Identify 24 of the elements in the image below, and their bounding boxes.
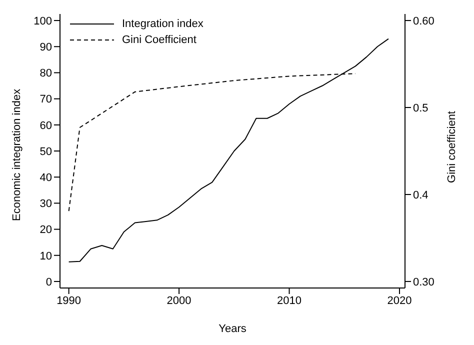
y-tick-label: 10: [40, 250, 52, 262]
y-tick-label: 100: [34, 15, 52, 28]
y-tick-label: 40: [40, 172, 52, 184]
y-tick-label: 30: [40, 198, 52, 210]
x-tick-label: 2010: [277, 294, 302, 307]
y-tick-label: 80: [40, 68, 52, 80]
x-tick-label: 1990: [56, 294, 82, 307]
y-axis-title: Economic integration index: [10, 88, 23, 221]
y-tick-label: 20: [40, 224, 52, 236]
y2-tick-label: 0.30: [413, 276, 434, 288]
y2-tick-label: 0.4: [413, 189, 428, 202]
y-tick-label: 0: [46, 276, 52, 288]
y-tick-label: 90: [40, 42, 52, 54]
y2-axis-title: Gini coefficient: [446, 111, 458, 183]
y2-tick-label: 0.60: [413, 15, 434, 28]
x-tick-label: 2000: [166, 294, 192, 307]
x-axis-title: Years: [218, 323, 247, 335]
legend-label: Integration index: [122, 17, 204, 32]
y-tick-label: 70: [40, 94, 52, 106]
legend-label: Gini Coefficient: [122, 33, 196, 48]
y-tick-label: 50: [40, 146, 52, 158]
x-tick-label: 2020: [387, 294, 412, 307]
y2-tick-label: 0.5: [413, 102, 428, 114]
y-tick-label: 60: [40, 120, 52, 132]
